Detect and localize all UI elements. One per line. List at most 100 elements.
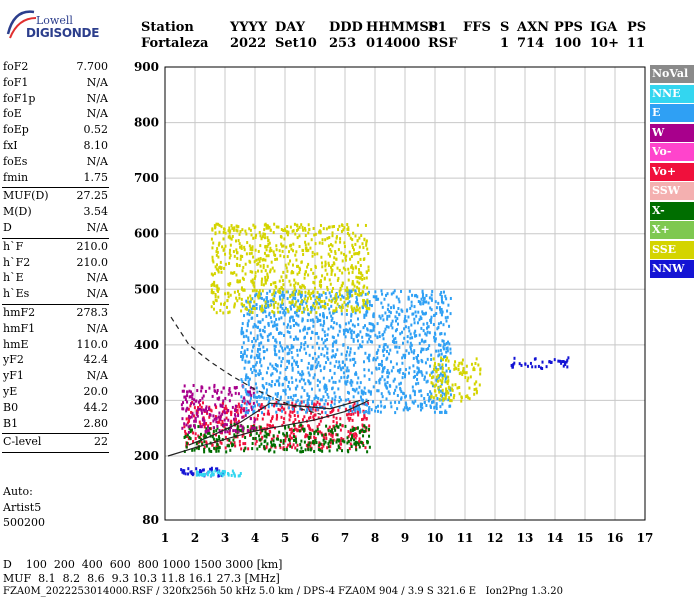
echo-point	[333, 391, 336, 395]
echo-point	[319, 305, 322, 309]
echo-point	[230, 271, 233, 275]
echo-point	[440, 332, 443, 336]
echo-point	[350, 329, 353, 333]
echo-point	[237, 402, 240, 406]
echo-point	[276, 415, 279, 419]
echo-point	[239, 254, 242, 258]
echo-point	[197, 406, 200, 410]
echo-point	[221, 412, 224, 416]
echo-point	[276, 364, 279, 368]
echo-point	[291, 445, 294, 449]
echo-point	[330, 355, 333, 359]
echo-point	[372, 385, 375, 389]
echo-point	[289, 325, 292, 329]
echo-point	[297, 306, 300, 310]
x-tick-label: 10	[427, 531, 444, 545]
echo-point	[323, 304, 326, 308]
echo-point	[404, 394, 407, 398]
echo-point	[350, 383, 353, 387]
echo-point	[479, 372, 482, 376]
echo-point	[195, 411, 198, 415]
echo-point	[269, 419, 272, 423]
echo-point	[250, 394, 253, 398]
echo-point	[255, 289, 258, 293]
echo-point	[362, 303, 365, 307]
echo-point	[325, 296, 328, 300]
param-name: foF2	[3, 60, 29, 73]
echo-point	[273, 450, 276, 454]
echo-point	[258, 356, 261, 360]
echo-point	[365, 309, 368, 313]
echo-point	[272, 443, 275, 447]
echo-point	[231, 444, 234, 448]
echo-point	[326, 236, 329, 240]
echo-point	[302, 400, 305, 404]
echo-point	[359, 410, 362, 414]
echo-point	[243, 314, 246, 318]
echo-point	[315, 357, 318, 361]
echo-point	[261, 435, 264, 439]
echo-point	[433, 410, 436, 414]
echo-point	[229, 421, 232, 425]
echo-point	[291, 407, 294, 411]
echo-point	[337, 228, 340, 232]
header-value-0: Fortaleza	[141, 36, 209, 51]
echo-point	[363, 415, 366, 419]
echo-point	[212, 281, 215, 285]
echo-point	[322, 444, 325, 448]
echo-point	[390, 292, 393, 296]
echo-point	[335, 235, 338, 239]
echo-point	[198, 440, 201, 444]
echo-point	[356, 441, 359, 445]
echo-point	[277, 331, 280, 335]
param-row: B1 2.80	[3, 417, 108, 432]
echo-point	[247, 380, 250, 384]
echo-point	[388, 309, 391, 313]
echo-point	[362, 443, 365, 447]
echo-point	[228, 399, 231, 403]
echo-point	[333, 426, 336, 430]
echo-point	[253, 356, 256, 360]
echo-point	[284, 434, 287, 438]
echo-point	[342, 328, 345, 332]
echo-point	[332, 438, 335, 442]
echo-point	[405, 406, 408, 410]
echo-point	[441, 388, 444, 392]
param-name: fxI	[3, 139, 18, 152]
echo-point	[466, 379, 469, 383]
echo-point	[438, 363, 441, 367]
echo-point	[211, 282, 214, 286]
echo-point	[245, 402, 248, 406]
echo-point	[181, 426, 184, 430]
echo-point	[190, 470, 193, 474]
echo-point	[346, 223, 349, 227]
echo-point	[265, 435, 268, 439]
echo-point	[251, 270, 254, 274]
echo-point	[307, 289, 310, 293]
echo-point	[313, 430, 316, 434]
echo-point	[346, 390, 349, 394]
echo-point	[566, 358, 569, 362]
echo-point	[278, 341, 281, 345]
echo-point	[206, 409, 209, 413]
echo-point	[529, 361, 532, 365]
echo-point	[461, 362, 464, 366]
echo-point	[222, 248, 225, 252]
echo-point	[258, 369, 261, 373]
echo-point	[287, 262, 290, 266]
echo-point	[410, 343, 413, 347]
echo-point	[300, 299, 303, 303]
echo-point	[426, 379, 429, 383]
echo-point	[356, 301, 359, 305]
echo-point	[393, 341, 396, 345]
echo-point	[265, 388, 268, 392]
param-name: yF2	[3, 353, 24, 367]
echo-point	[416, 295, 419, 299]
echo-point	[234, 414, 237, 418]
echo-point	[438, 306, 441, 310]
echo-point	[301, 317, 304, 321]
echo-point	[368, 411, 371, 415]
echo-point	[445, 319, 448, 323]
echo-point	[268, 333, 271, 337]
echo-point	[208, 470, 211, 474]
